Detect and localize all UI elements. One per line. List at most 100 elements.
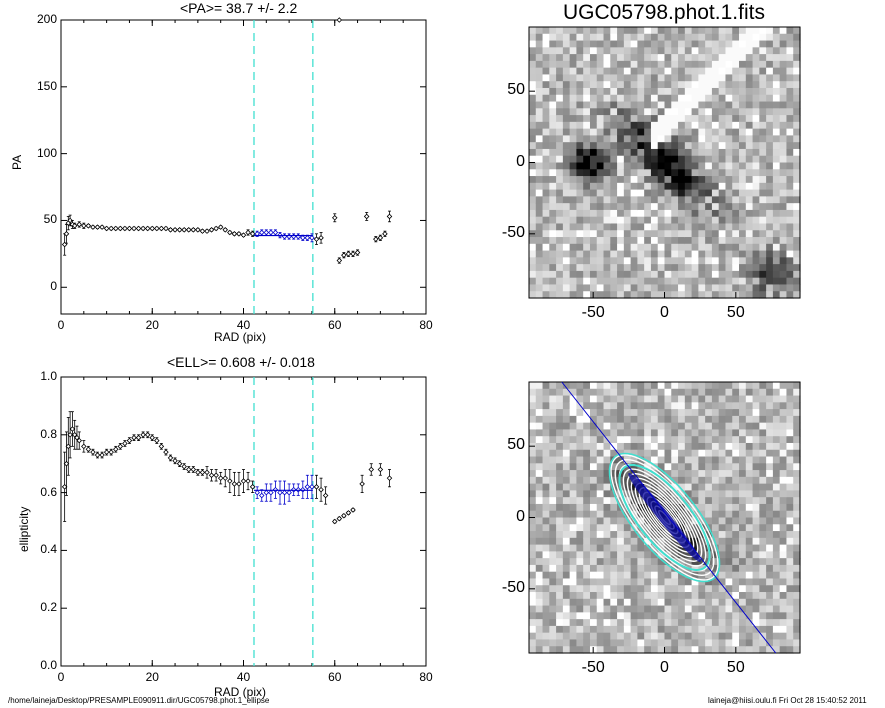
pa-data-point [313,236,320,242]
ell-data-point [181,463,187,470]
ell-data-point [258,492,265,499]
pa-data-point [81,223,87,229]
ell-data-point [368,466,375,473]
pa-xtick-label: 80 [419,318,433,332]
image-bottom-isophote-ellipse [610,454,719,581]
pa-data-point [258,229,265,236]
pa-data-point [331,215,338,221]
pa-data-point [300,235,306,241]
pa-data-point [167,227,174,233]
pa-data-point [176,227,183,233]
pa-outlier-point [336,17,343,23]
ell-data-point [122,440,128,447]
ell-xtick-label: 80 [419,670,433,684]
pa-data-point [195,227,201,233]
image-bottom-outer-fit-ellipse [608,452,721,583]
ell-data-point [222,475,229,481]
image-bottom-ytick-label: 0 [516,507,525,525]
ell-ytick-label: 0.8 [40,426,57,441]
ell-ytick-label: 0.0 [40,658,57,672]
pa-xlabel: RAD (pix) [214,330,267,344]
pa-data-point [154,225,160,232]
ell-data-point [281,489,288,496]
pa-data-point [208,227,215,233]
pa-data-point [382,231,388,237]
pa-data-point [236,231,242,237]
ell-xlabel: RAD (pix) [214,685,267,699]
ell-data-point [99,452,105,458]
ell-data-point [345,510,352,516]
pa-data-point [217,224,224,230]
pa-data-point [341,252,347,258]
ell-data-point [167,455,174,461]
pa-data-point [272,229,279,236]
image-title: UGC05798.phot.1.fits [563,1,765,24]
pa-data-point [63,231,70,237]
ell-data-point [227,478,233,484]
ell-ytick-label: 1.0 [40,369,57,383]
pa-data-point [295,233,302,240]
pa-data-point [263,229,270,236]
footer-path: /home/laineja/Desktop/PRESAMPLE090911.di… [8,696,270,705]
pa-xtick-label: 20 [145,318,159,332]
ell-data-point [313,484,320,490]
ell-data-point [377,466,384,473]
pa-data-point [103,225,110,232]
pa-data-point [227,229,233,236]
ell-ytick-label: 0.4 [40,542,57,557]
image-bottom-xtick-label: -50 [581,659,605,676]
pa-ytick-label: 50 [43,212,57,227]
ell-data-point [263,489,270,496]
ell-data-point [117,443,124,450]
pa-plot-title: <PA>= 38.7 +/- 2.2 [180,0,298,16]
ell-data-point [304,484,311,490]
image-bottom-inner-fit-ellipse [618,464,711,571]
pa-data-point [61,241,68,248]
ell-data-point [249,484,256,490]
ell-data-point [286,489,292,496]
ell-ytick-label: 0.6 [40,484,57,499]
ell-xtick-label: 40 [236,670,251,684]
pa-data-point [240,232,247,238]
ell-data-point [94,452,101,458]
ell-data-point [144,432,151,438]
pa-data-point [231,231,238,237]
pa-data-point [286,233,292,240]
pa-data-point [336,257,343,264]
pa-xtick-label: 0 [57,318,65,332]
pa-data-point [131,225,137,232]
pa-data-point [268,229,274,236]
ell-data-point [131,434,137,441]
ell-xtick-label: 60 [328,670,342,684]
ell-data-point [213,472,219,479]
pa-data-point [85,223,92,229]
ell-data-point [386,475,393,481]
pa-data-point [377,235,384,241]
pa-data-point [112,225,119,232]
pa-ytick-label: 200 [36,12,57,26]
ell-data-point [154,437,160,444]
pa-data-point [71,223,78,229]
pa-xtick-label: 40 [236,318,251,332]
ell-data-point [108,449,114,455]
ell-data-point [126,437,133,444]
ell-data-point [341,512,347,519]
pa-data-point [185,227,192,233]
image-top-xtick-label: 0 [660,304,669,321]
ell-data-point [204,469,210,476]
pa-data-point [213,225,219,232]
image-bottom-ytick-label: -50 [501,578,525,596]
ell-data-point [149,434,156,441]
image-top-ytick-label: 0 [516,152,525,170]
image-bottom-ytick-label: 50 [507,436,525,454]
ell-data-point [176,460,183,467]
ell-plot-title: <ELL>= 0.608 +/- 0.018 [167,354,315,370]
pa-data-point [345,251,352,257]
ell-data-point [69,426,76,432]
ell-data-point [236,481,242,487]
image-bottom-core [628,472,701,563]
pa-data-point [126,225,133,232]
ell-data-point [359,481,365,487]
ell-data-point [277,489,283,496]
pa-data-point [318,235,324,241]
